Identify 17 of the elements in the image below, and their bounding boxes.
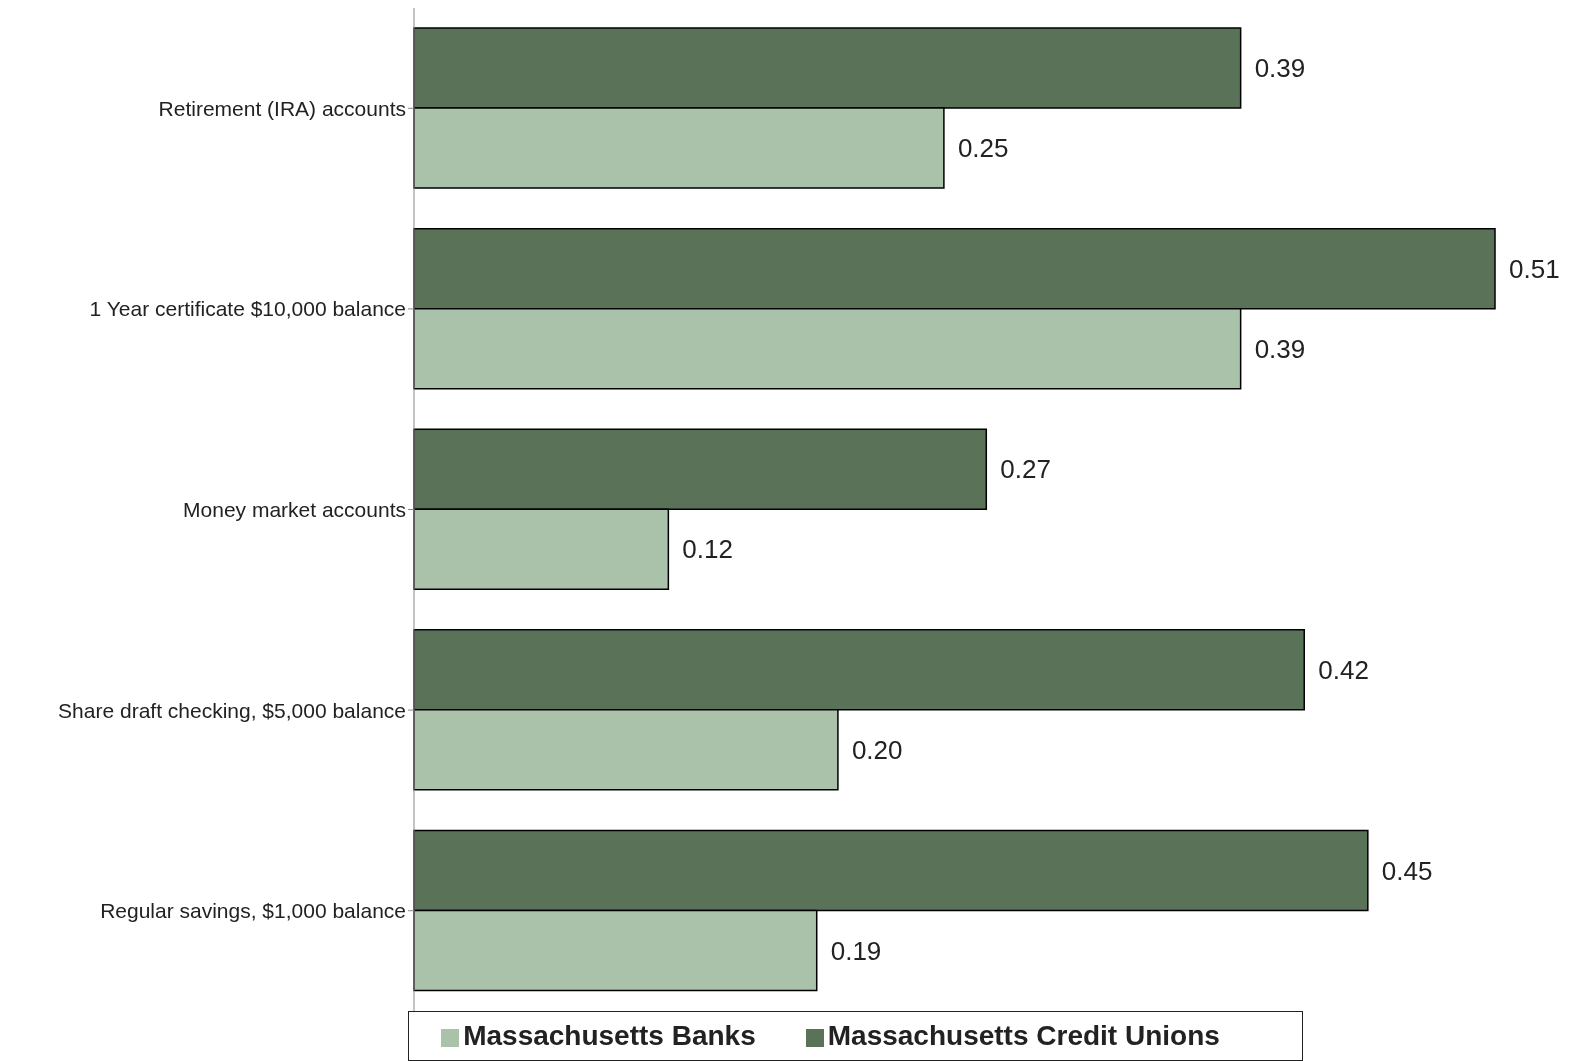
data-label: 0.42	[1318, 655, 1369, 686]
y-tick-label: Regular savings, $1,000 balance	[100, 899, 406, 923]
y-tick-label: Money market accounts	[183, 497, 406, 521]
y-tick-label: Retirement (IRA) accounts	[158, 96, 406, 120]
y-tick-label: 1 Year certificate $10,000 balance	[89, 297, 406, 321]
y-tick-label: Share draft checking, $5,000 balance	[58, 698, 406, 722]
data-label: 0.12	[682, 534, 733, 565]
data-label: 0.51	[1509, 253, 1560, 284]
data-label: 0.45	[1381, 855, 1433, 886]
data-label: 0.20	[851, 735, 903, 766]
data-label: 0.27	[1000, 454, 1051, 485]
data-label: 0.39	[1254, 333, 1306, 364]
legend-label: Massachusetts Banks	[463, 1020, 756, 1051]
data-label: 0.25	[957, 133, 1009, 164]
data-label: 0.39	[1254, 53, 1306, 84]
data-label: 0.19	[830, 935, 882, 966]
legend-label: Massachusetts Credit Unions	[827, 1020, 1220, 1051]
